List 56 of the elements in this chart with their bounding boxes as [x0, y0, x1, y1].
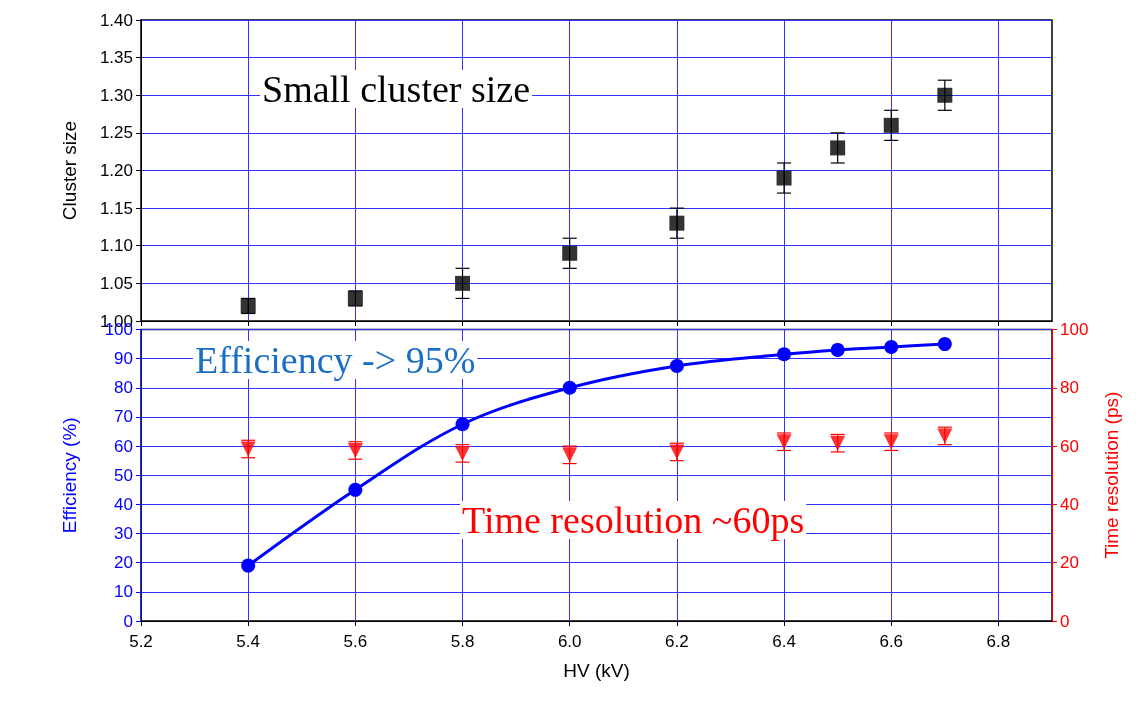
y-tick-label: 70 [114, 407, 133, 427]
x-tick-label: 6.8 [986, 632, 1011, 651]
annotation: Efficiency -> 95% [195, 339, 476, 381]
x-axis-title: HV (kV) [563, 660, 630, 681]
y2-tick-label: 80 [1060, 378, 1079, 398]
point [830, 140, 846, 156]
annotation: Small cluster size [262, 68, 531, 110]
point [884, 339, 899, 354]
x-tick-label: 5.4 [236, 632, 260, 651]
y-tick-label: 1.40 [99, 10, 133, 30]
x-tick-label: 5.8 [450, 632, 475, 651]
point [669, 215, 685, 231]
x-tick-label: 6.0 [557, 632, 582, 651]
y-tick-label: 50 [114, 465, 133, 485]
y-tick-label: 10 [114, 582, 133, 602]
point [562, 380, 577, 395]
y2-tick-label: 40 [1060, 494, 1079, 514]
y-tick-label: 80 [114, 378, 133, 398]
point [348, 482, 363, 497]
y2-tick-label: 100 [1060, 320, 1089, 339]
x-tick-label: 5.6 [343, 632, 368, 651]
y2-tick-label: 60 [1060, 436, 1079, 456]
y-tick-label: 90 [114, 349, 133, 369]
point [455, 417, 470, 432]
point [776, 170, 792, 186]
point [562, 245, 578, 261]
y-axis-title: Cluster size [59, 120, 80, 221]
y-tick-label: 1.20 [99, 161, 133, 180]
x-tick-label: 5.2 [129, 632, 153, 651]
point [669, 358, 684, 373]
annotation: Time resolution ~60ps [462, 499, 805, 541]
y-tick-label: 40 [114, 494, 133, 514]
x-tick-label: 6.2 [665, 632, 689, 651]
y-tick-label: 20 [114, 553, 133, 573]
x-tick-label: 6.6 [879, 632, 904, 651]
point [937, 87, 953, 103]
y-axis-title: Efficiency (%) [59, 417, 80, 534]
y-tick-label: 1.10 [99, 236, 133, 256]
y2-axis-title: Time resolution (ps) [1101, 391, 1122, 559]
point [777, 347, 792, 362]
y2-tick-label: 20 [1060, 553, 1079, 573]
y-tick-label: 1.35 [99, 48, 133, 68]
y-tick-label: 1.15 [99, 198, 133, 218]
y-tick-label: 1.25 [99, 123, 133, 143]
point [937, 337, 952, 352]
y-tick-label: 60 [114, 436, 133, 456]
y2-tick-label: 0 [1060, 611, 1070, 631]
point [455, 275, 471, 291]
y-tick-label: 1.30 [99, 85, 133, 105]
y-tick-label: 0 [123, 611, 133, 631]
point [241, 558, 256, 573]
y-tick-label: 30 [114, 524, 133, 544]
y-tick-label: 1.05 [99, 273, 133, 293]
point [883, 117, 899, 133]
point [830, 342, 845, 357]
x-tick-label: 6.4 [772, 632, 796, 651]
